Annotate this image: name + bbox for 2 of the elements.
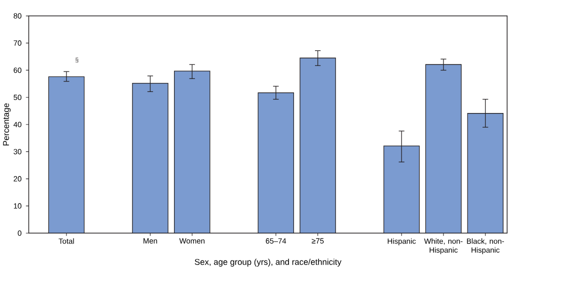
x-axis-title: Sex, age group (yrs), and race/ethnicity bbox=[194, 258, 342, 267]
y-axis-title: Percentage bbox=[3, 104, 11, 146]
